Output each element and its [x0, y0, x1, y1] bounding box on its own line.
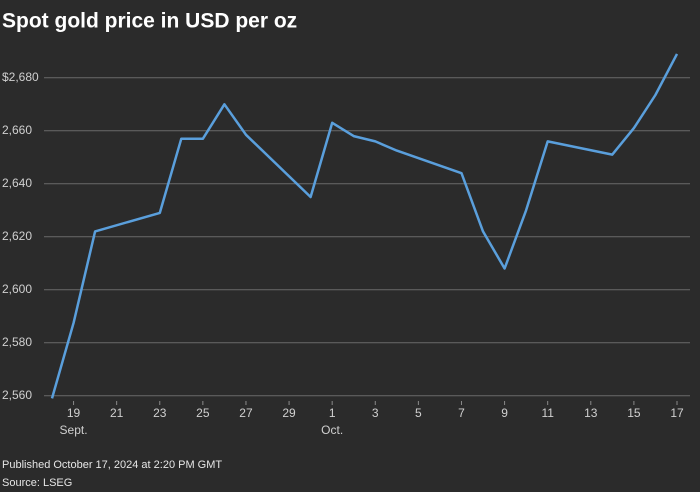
chart-title: Spot gold price in USD per oz [2, 10, 297, 33]
x-tick-label: 25 [196, 406, 210, 420]
x-tick-label: 23 [153, 406, 167, 420]
y-tick-label: 2,560 [2, 388, 32, 402]
x-tick-label: 3 [372, 406, 379, 420]
y-tick-label: 2,660 [2, 123, 32, 137]
x-tick-label: 21 [110, 406, 124, 420]
note: Published October 17, 2024 at 2:20 PM GM… [2, 459, 222, 471]
x-tick-label: 9 [501, 406, 508, 420]
x-month-label: Sept. [60, 423, 88, 437]
line-series [50, 53, 679, 399]
x-tick-label: 19 [67, 406, 81, 420]
x-tick-label: 1 [329, 406, 336, 420]
x-tick-label: 13 [584, 406, 598, 420]
x-tick-label: 29 [282, 406, 296, 420]
y-tick-label: 2,640 [2, 176, 32, 190]
x-tick-label: 17 [670, 406, 684, 420]
x-tick-label: 11 [541, 406, 554, 420]
y-tick-label: 2,600 [2, 282, 32, 296]
x-tick-label: 5 [415, 406, 422, 420]
x-tick-label: 15 [627, 406, 641, 420]
x-month-label: Oct. [321, 423, 343, 437]
x-tick-label: 27 [239, 406, 253, 420]
x-tick-label: 7 [458, 406, 465, 420]
y-tick-label: $2,680 [2, 70, 39, 84]
note: Source: LSEG [2, 477, 72, 489]
y-tick-label: 2,620 [2, 229, 32, 243]
y-tick-label: 2,580 [2, 335, 32, 349]
